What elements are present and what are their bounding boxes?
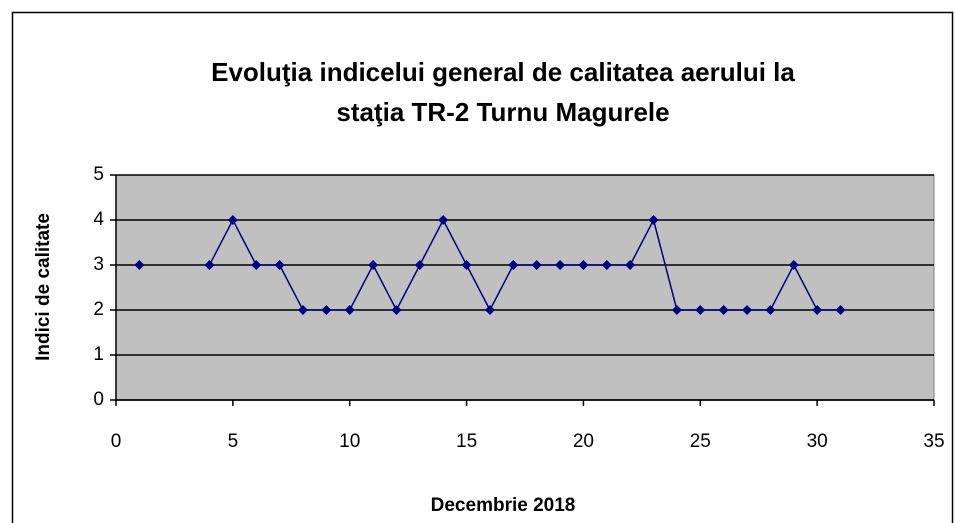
data-marker bbox=[555, 260, 566, 270]
x-axis-title: Decembrie 2018 bbox=[431, 495, 576, 516]
data-marker bbox=[788, 260, 799, 270]
data-marker bbox=[531, 260, 542, 270]
x-tick-label: 5 bbox=[228, 431, 239, 452]
data-marker bbox=[414, 260, 425, 270]
x-tick-label: 10 bbox=[339, 431, 360, 452]
data-marker bbox=[671, 305, 682, 315]
data-marker bbox=[484, 305, 495, 315]
y-tick-label: 0 bbox=[93, 389, 104, 410]
data-marker bbox=[227, 215, 238, 225]
plot-area bbox=[115, 174, 935, 401]
data-marker bbox=[625, 260, 636, 270]
data-marker bbox=[461, 260, 472, 270]
x-tick-label: 0 bbox=[111, 431, 122, 452]
data-marker bbox=[368, 260, 379, 270]
data-marker bbox=[251, 260, 262, 270]
x-tick-label: 35 bbox=[923, 431, 944, 452]
data-marker bbox=[835, 305, 846, 315]
data-marker bbox=[438, 215, 449, 225]
data-marker bbox=[297, 305, 308, 315]
data-marker bbox=[391, 305, 402, 315]
y-axis-title: Indici de calitate bbox=[33, 213, 54, 361]
x-tick-label: 30 bbox=[807, 431, 828, 452]
y-tick-label: 2 bbox=[93, 299, 104, 320]
x-tick-label: 20 bbox=[573, 431, 594, 452]
chart-title: Evoluţia indicelui general de calitatea … bbox=[211, 57, 795, 87]
data-marker bbox=[344, 305, 355, 315]
data-marker bbox=[274, 260, 285, 270]
data-marker bbox=[742, 305, 753, 315]
data-marker bbox=[648, 215, 659, 225]
y-tick-label: 4 bbox=[93, 209, 104, 230]
data-marker bbox=[204, 260, 215, 270]
data-marker bbox=[578, 260, 589, 270]
data-marker bbox=[601, 260, 612, 270]
x-tick-label: 15 bbox=[456, 431, 477, 452]
data-marker bbox=[321, 305, 332, 315]
data-marker bbox=[718, 305, 729, 315]
data-marker bbox=[508, 260, 519, 270]
chart-title: staţia TR-2 Turnu Magurele bbox=[336, 97, 669, 127]
data-marker bbox=[695, 305, 706, 315]
y-tick-label: 1 bbox=[93, 344, 104, 365]
data-marker bbox=[134, 260, 145, 270]
y-tick-label: 3 bbox=[93, 254, 104, 275]
y-tick-label: 5 bbox=[93, 164, 104, 185]
x-tick-label: 25 bbox=[690, 431, 711, 452]
data-marker bbox=[765, 305, 776, 315]
data-marker bbox=[812, 305, 823, 315]
data-line bbox=[208, 217, 841, 312]
